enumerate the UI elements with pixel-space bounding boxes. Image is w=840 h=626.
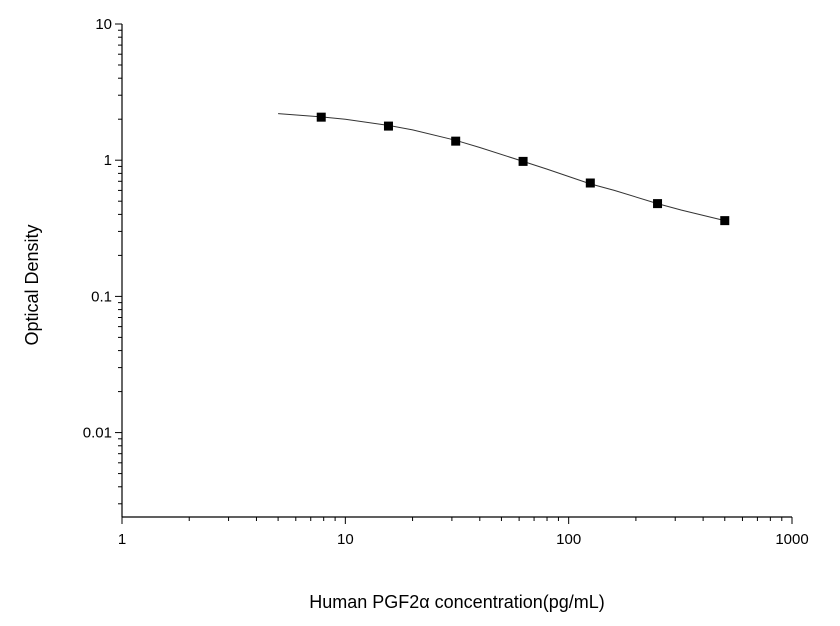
y-tick-label: 10 (95, 16, 112, 33)
data-point (518, 156, 528, 166)
data-point (451, 136, 461, 146)
y-tick-label: 0.1 (91, 288, 112, 305)
data-point (720, 216, 730, 226)
x-tick-label: 100 (556, 531, 581, 548)
data-point (316, 112, 326, 122)
data-point (383, 121, 393, 131)
x-tick-label: 1 (118, 531, 126, 548)
x-tick-label: 10 (337, 531, 354, 548)
data-point (585, 178, 595, 188)
data-point (653, 199, 663, 209)
fit-curve (278, 113, 725, 222)
x-tick-label: 1000 (775, 531, 808, 548)
x-axis-label: Human PGF2α concentration(pg/mL) (309, 592, 605, 612)
y-tick-label: 0.01 (83, 425, 112, 442)
y-axis-label: Optical Density (22, 224, 42, 345)
y-tick-label: 1 (104, 152, 112, 169)
